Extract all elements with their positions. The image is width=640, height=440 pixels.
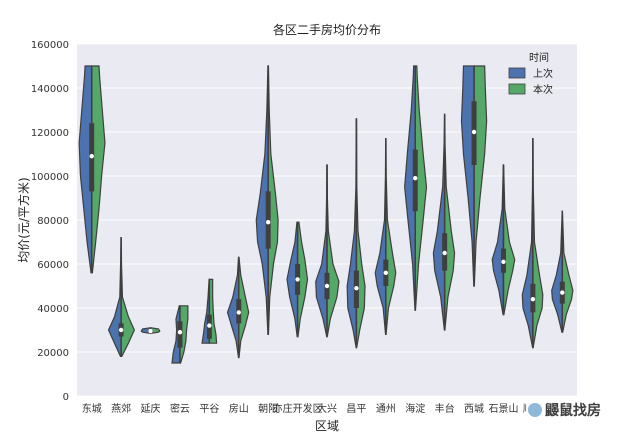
watermark-logo-icon xyxy=(528,403,542,417)
median-dot xyxy=(560,290,565,295)
x-tick-label: 东城 xyxy=(82,402,102,415)
y-tick-label: 120000 xyxy=(31,128,69,139)
violin-平谷 xyxy=(201,278,218,344)
iqr-box xyxy=(177,321,183,348)
violin-half-left xyxy=(404,65,416,311)
x-tick-label: 昌平 xyxy=(346,403,366,415)
median-dot xyxy=(413,176,418,181)
median-dot xyxy=(207,323,212,328)
legend-label: 上次 xyxy=(533,67,553,80)
y-axis-title: 均价(元/平方米) xyxy=(16,177,31,262)
y-tick-label: 140000 xyxy=(31,84,69,95)
violin-房山 xyxy=(226,256,250,359)
y-tick-label: 60000 xyxy=(37,260,69,271)
x-axis-title: 区域 xyxy=(315,419,339,433)
x-tick-label: 亦庄开发区 xyxy=(273,402,323,415)
median-dot xyxy=(89,154,94,159)
median-dot xyxy=(442,250,447,256)
violin-half-right xyxy=(473,65,488,287)
violin-丰台 xyxy=(432,113,456,331)
violin-大兴 xyxy=(315,164,340,338)
violins xyxy=(78,65,574,364)
y-tick-label: 0 xyxy=(63,392,69,403)
median-dot xyxy=(236,310,241,315)
violin-亦庄开发区 xyxy=(286,221,309,338)
x-tick-label: 海淀 xyxy=(405,402,425,415)
violin-朝阳 xyxy=(255,65,279,335)
violin-通州 xyxy=(374,138,397,335)
median-dot xyxy=(324,283,330,289)
legend-title: 时间 xyxy=(529,51,549,64)
violin-石景山 xyxy=(491,164,516,316)
median-dot xyxy=(265,220,271,225)
median-dot xyxy=(471,129,477,135)
watermark: 鼹鼠找房 xyxy=(526,399,605,421)
x-tick-label: 通州 xyxy=(376,403,396,415)
violin-燕郊 xyxy=(107,237,136,357)
iqr-box xyxy=(412,149,418,212)
violin-half-right xyxy=(91,65,106,274)
median-dot xyxy=(383,270,389,275)
x-tick-label: 平谷 xyxy=(199,403,219,415)
legend-swatch xyxy=(508,83,526,95)
legend-label: 本次 xyxy=(533,83,553,96)
median-dot xyxy=(177,330,183,335)
x-tick-label: 房山 xyxy=(229,402,249,415)
violin-延庆 xyxy=(140,327,161,334)
violin-密云 xyxy=(171,305,189,364)
median-dot xyxy=(354,286,359,291)
watermark-text: 鼹鼠找房 xyxy=(545,403,601,419)
y-tick-label: 80000 xyxy=(37,216,69,227)
chart-title: 各区二手房均价分布 xyxy=(273,22,381,37)
violin-门头沟 xyxy=(551,210,574,333)
x-tick-label: 西城 xyxy=(464,403,484,415)
x-tick-label: 大兴 xyxy=(317,402,337,415)
median-dot xyxy=(501,259,506,264)
violin-顺义 xyxy=(521,138,544,349)
median-dot xyxy=(295,277,300,282)
violin-half-left xyxy=(460,65,475,287)
x-tick-label: 朝阳 xyxy=(258,403,278,415)
x-tick-label: 石景山 xyxy=(488,403,518,415)
x-tick-label: 丰台 xyxy=(435,402,455,415)
legend-swatch xyxy=(508,67,526,79)
y-tick-label: 20000 xyxy=(37,348,69,359)
x-tick-label: 延庆 xyxy=(141,402,161,415)
violin-half-left xyxy=(78,65,93,274)
x-tick-label: 密云 xyxy=(170,402,190,415)
violin-东城 xyxy=(78,65,106,274)
violin-海淀 xyxy=(404,65,428,311)
x-axis: 东城燕郊延庆密云平谷房山朝阳亦庄开发区大兴昌平通州海淀丰台西城石景山顺义门头沟 xyxy=(82,402,578,415)
violin-half-right xyxy=(414,65,428,311)
x-tick-label: 燕郊 xyxy=(111,402,131,415)
violin-half-right xyxy=(179,305,189,364)
y-tick-label: 40000 xyxy=(37,304,69,315)
y-tick-label: 160000 xyxy=(31,40,69,51)
median-dot xyxy=(118,327,124,333)
violin-昌平 xyxy=(346,118,366,349)
y-tick-label: 100000 xyxy=(31,172,69,183)
median-dot xyxy=(148,328,153,334)
median-dot xyxy=(530,297,536,302)
violin-西城 xyxy=(460,65,488,287)
